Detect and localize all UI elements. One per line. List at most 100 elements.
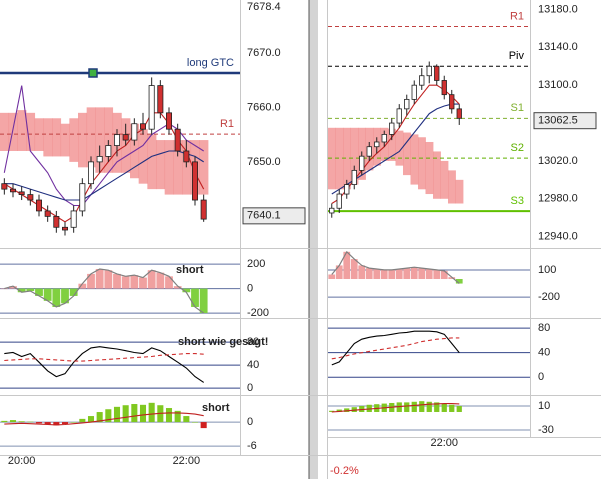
cloud-cell (95, 107, 105, 173)
cloud-cell (69, 118, 79, 162)
candle-body (165, 112, 172, 130)
candle-body (366, 146, 372, 157)
candle-body (9, 188, 16, 193)
bar (122, 405, 129, 423)
annotation: short (176, 264, 204, 276)
bar (18, 421, 25, 423)
bar (87, 416, 95, 423)
cloud-cell (173, 140, 183, 195)
indicator-line (331, 403, 460, 413)
cloud-cell (410, 134, 419, 185)
annotation: short (202, 402, 230, 414)
cloud-cell (17, 110, 27, 151)
bar (411, 401, 417, 412)
bar (105, 409, 112, 423)
bar (419, 401, 425, 412)
bar (410, 267, 418, 280)
y-tick-label: 13180.0 (538, 3, 578, 15)
bar (113, 273, 121, 289)
x-tick-label: 20:00 (8, 455, 36, 467)
cloud-cell (164, 140, 174, 195)
bar (373, 269, 381, 280)
candle-body (351, 169, 357, 185)
y-tick-label: 40 (538, 347, 550, 359)
cloud-cell (403, 132, 411, 176)
y-tick-label: 12940.0 (538, 231, 578, 243)
bar (131, 404, 138, 423)
y-tick-label: 13020.0 (538, 155, 578, 167)
candle-body (139, 123, 146, 130)
price-box (242, 207, 306, 225)
bar (365, 268, 373, 280)
candle-body (336, 193, 342, 209)
bar (434, 402, 440, 412)
bar (35, 288, 43, 296)
bar (53, 422, 60, 426)
oscillator-line (331, 250, 460, 284)
y-tick-label: 12980.0 (538, 193, 578, 205)
candle-body (96, 156, 103, 163)
bar (426, 401, 432, 412)
cloud-cell (52, 118, 62, 157)
cloud-cell (418, 137, 426, 190)
candle-body (359, 155, 365, 171)
candle-body (53, 215, 60, 228)
bar (328, 274, 336, 280)
cloud-cell (395, 130, 404, 166)
bar (456, 405, 462, 412)
y-tick-label: 0 (247, 416, 253, 428)
indicator-line (4, 346, 205, 383)
bar (9, 286, 17, 289)
cloud-cell (26, 112, 36, 151)
level-label: R1 (220, 118, 234, 130)
cloud-cell (60, 123, 70, 157)
bar (70, 422, 77, 423)
x-tick-label: 22:00 (173, 455, 201, 467)
candle-body (404, 98, 410, 110)
candle-body (44, 210, 51, 217)
bar (139, 404, 147, 423)
bar (448, 277, 456, 280)
bar (95, 268, 104, 289)
bar (147, 270, 156, 289)
level-label: S1 (511, 102, 524, 114)
cloud-cell (343, 127, 351, 190)
bar (199, 288, 208, 314)
bar (418, 268, 426, 280)
candle-body (27, 194, 34, 201)
y-tick-label: 7678.4 (247, 1, 281, 13)
candle-body (70, 210, 77, 228)
candle-body (419, 75, 425, 86)
indicator-line (331, 330, 460, 366)
bar (183, 416, 190, 423)
bar (52, 288, 61, 307)
cloud-cell (440, 160, 449, 199)
cloud-cell (199, 140, 209, 195)
y-tick-label: 0 (247, 283, 253, 295)
level-label: Piv (509, 50, 525, 62)
y-tick-label: 0 (247, 382, 253, 394)
annotation: short wie gesagt! (178, 336, 268, 348)
candle-body (389, 122, 395, 135)
bar (329, 410, 335, 412)
cloud-cell (0, 112, 10, 151)
cloud-cell (156, 140, 166, 190)
bar (455, 279, 463, 284)
candle-body (157, 85, 164, 114)
plots: 7678.4 7670.0 7660.0 7650.0 long GTC R1 7640.1… (0, 1, 601, 467)
candle-body (374, 141, 380, 148)
bar (440, 270, 448, 280)
order-marker[interactable] (88, 68, 98, 78)
y-tick-label: -6 (247, 440, 257, 452)
candle-body (174, 128, 181, 152)
indicator-line (331, 337, 460, 360)
indicator-line (4, 150, 204, 201)
bar (351, 407, 357, 412)
candle-body (344, 184, 350, 195)
bar (44, 422, 51, 425)
change-label: -0.2% (330, 465, 359, 477)
candle-body (396, 108, 402, 124)
candle-body (426, 65, 432, 77)
y-tick-label: 40 (247, 359, 259, 371)
